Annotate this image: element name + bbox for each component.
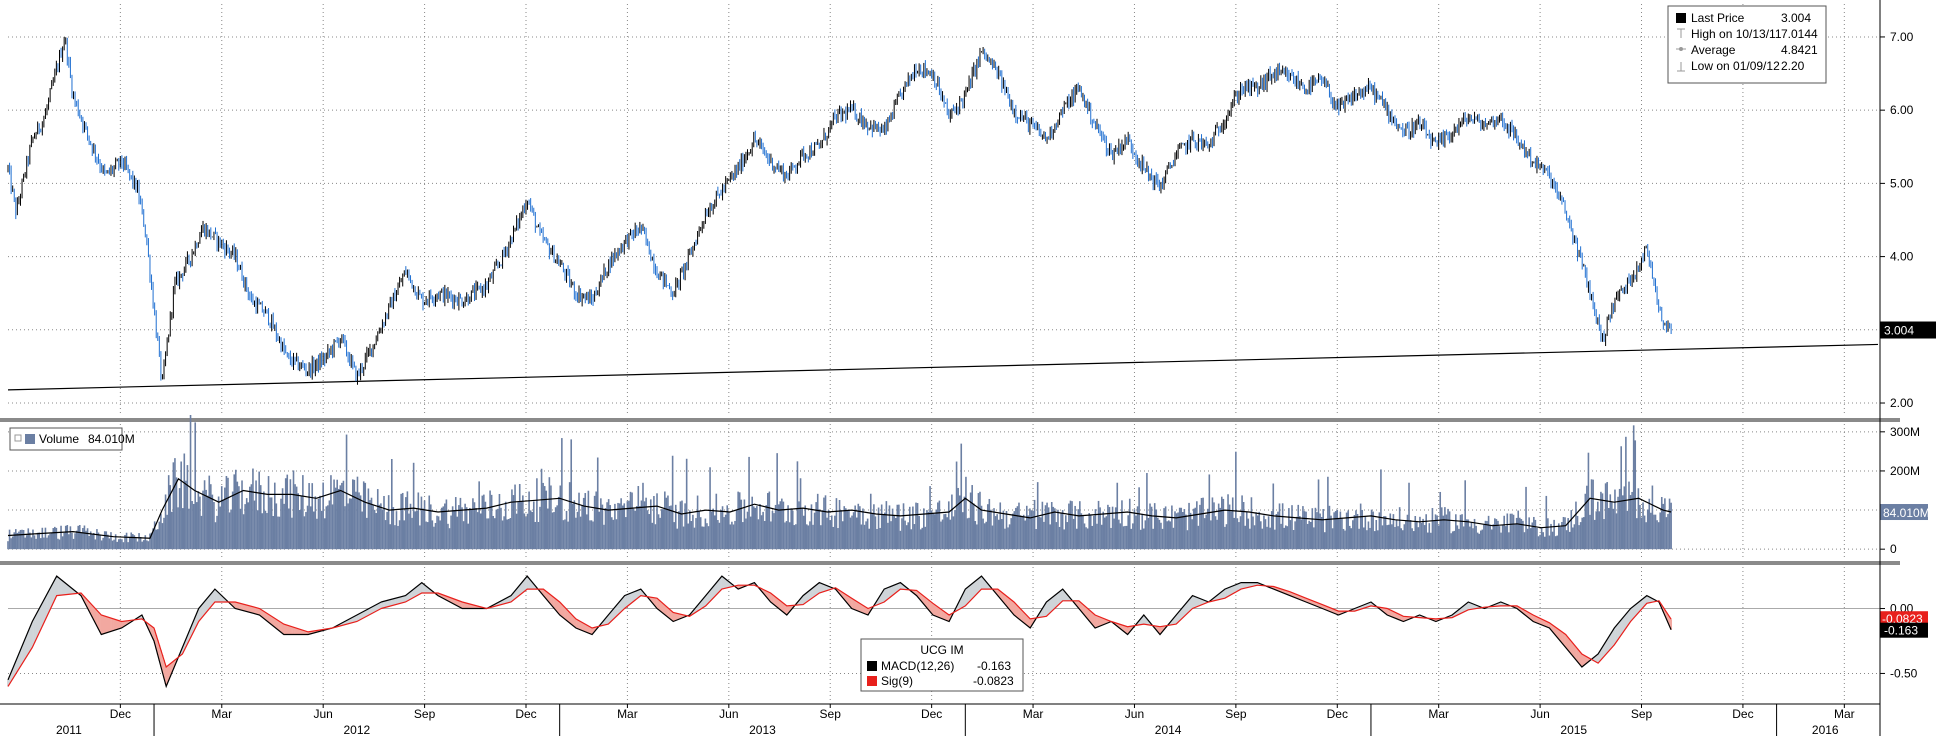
macd-legend: UCG IM MACD(12,26) -0.163 Sig(9) -0.0823 — [860, 638, 1024, 692]
y-tick-label: 5.00 — [1890, 176, 1914, 190]
x-month-label: Dec — [921, 707, 942, 721]
volume-last-tag: 84.010M — [1880, 504, 1930, 521]
x-month-label: Mar — [211, 707, 232, 721]
volume-moving-average — [7, 477, 1672, 539]
volume-legend-label: Volume — [39, 432, 79, 446]
x-month-label: Sep — [414, 707, 436, 721]
legend-last-price-label: Last Price — [1691, 11, 1745, 25]
signal-legend-label: Sig(9) — [881, 674, 913, 688]
macd-swatch — [867, 661, 877, 671]
macd-legend-title: UCG IM — [920, 643, 963, 657]
legend-low-value: 2.20 — [1781, 59, 1805, 73]
y-tick-label: 7.00 — [1890, 30, 1914, 44]
x-year-label: 2014 — [1155, 723, 1182, 736]
x-month-label: Dec — [515, 707, 536, 721]
price-legend-box — [1667, 5, 1827, 84]
macd-grid — [8, 567, 1880, 702]
last-price-swatch — [1676, 13, 1686, 23]
signal-swatch — [867, 676, 877, 686]
volume-tag-text: 84.010M — [1883, 506, 1930, 520]
x-month-label: Mar — [1023, 707, 1044, 721]
x-month-label: Mar — [1834, 707, 1855, 721]
legend-average-label: Average — [1691, 43, 1736, 57]
y-tick-label: 2.00 — [1890, 396, 1914, 410]
signal-tag-bg — [1880, 611, 1928, 627]
macd-legend-value: -0.163 — [977, 659, 1011, 673]
y-tick-label: 0 — [1890, 542, 1897, 556]
panel-separator-2 — [0, 561, 1900, 565]
macd-legend-label: MACD(12,26) — [881, 659, 954, 673]
x-axis: Dec Mar Jun Sep Dec Mar Jun Sep Dec Mar Jun Sep Dec M… — [56, 704, 1855, 736]
x-month-label: Mar — [1428, 707, 1449, 721]
legend-high-label: High on 10/13/11 — [1691, 27, 1782, 41]
x-month-label: Jun — [1125, 707, 1144, 721]
macd-panel: 0.00-0.50 -0.0823 -0.163 UCG IM MACD(12,… — [7, 567, 1928, 702]
volume-panel: 300M200M100M0 84.010M Volume 84.010M — [7, 415, 1930, 557]
x-month-label: Jun — [719, 707, 738, 721]
price-series — [7, 36, 1672, 385]
legend-last-price-value: 3.004 — [1781, 11, 1811, 25]
volume-legend-value: 84.010M — [88, 432, 135, 446]
volume-tag-bg — [1880, 504, 1928, 521]
x-month-label: Jun — [314, 707, 333, 721]
macd-legend-box — [860, 638, 1024, 692]
x-month-label: Mar — [617, 707, 638, 721]
x-year-label: 2013 — [749, 723, 776, 736]
x-month-label: Dec — [1327, 707, 1348, 721]
price-legend: Last Price 3.004 High on 10/13/11 7.0144… — [1667, 5, 1827, 84]
average-dot-icon — [1679, 47, 1683, 51]
legend-low-label: Low on 01/09/12 — [1691, 59, 1780, 73]
legend-average-value: 4.8421 — [1781, 43, 1818, 57]
last-price-tag-bg — [1880, 321, 1936, 339]
x-month-label: Dec — [110, 707, 131, 721]
volume-legend: Volume 84.010M — [9, 427, 135, 451]
last-price-tag-text: 3.004 — [1884, 324, 1914, 338]
x-month-label: Jun — [1530, 707, 1549, 721]
y-tick-label: 6.00 — [1890, 103, 1914, 117]
x-year-label: 2015 — [1560, 723, 1587, 736]
x-month-label: Dec — [1732, 707, 1753, 721]
price-panel: 7.006.005.004.003.002.00 3.004 Last Pric… — [7, 4, 1936, 414]
support-trendline — [7, 343, 1879, 391]
y-tick-label: 200M — [1890, 464, 1920, 478]
x-year-label: 2011 — [56, 723, 82, 736]
x-month-label: Sep — [1225, 707, 1247, 721]
x-month-label: Sep — [820, 707, 842, 721]
x-year-label: 2016 — [1812, 723, 1839, 736]
y-tick-label: -0.50 — [1890, 666, 1918, 680]
volume-legend-box — [9, 427, 123, 451]
macd-tag-text: -0.163 — [1884, 624, 1918, 638]
last-price-tag: 3.004 — [1880, 321, 1936, 339]
legend-high-value: 7.0144 — [1781, 27, 1818, 41]
collapse-icon[interactable] — [14, 434, 22, 442]
macd-tag-bg — [1880, 622, 1928, 638]
y-tick-label: 300M — [1890, 425, 1920, 439]
signal-legend-value: -0.0823 — [973, 674, 1014, 688]
y-tick-label: 4.00 — [1890, 250, 1914, 264]
volume-swatch — [25, 434, 35, 444]
panel-separator — [0, 418, 1900, 422]
x-month-label: Sep — [1631, 707, 1653, 721]
macd-tag: -0.163 — [1880, 622, 1928, 638]
signal-line — [7, 584, 1672, 687]
x-year-label: 2012 — [343, 723, 370, 736]
